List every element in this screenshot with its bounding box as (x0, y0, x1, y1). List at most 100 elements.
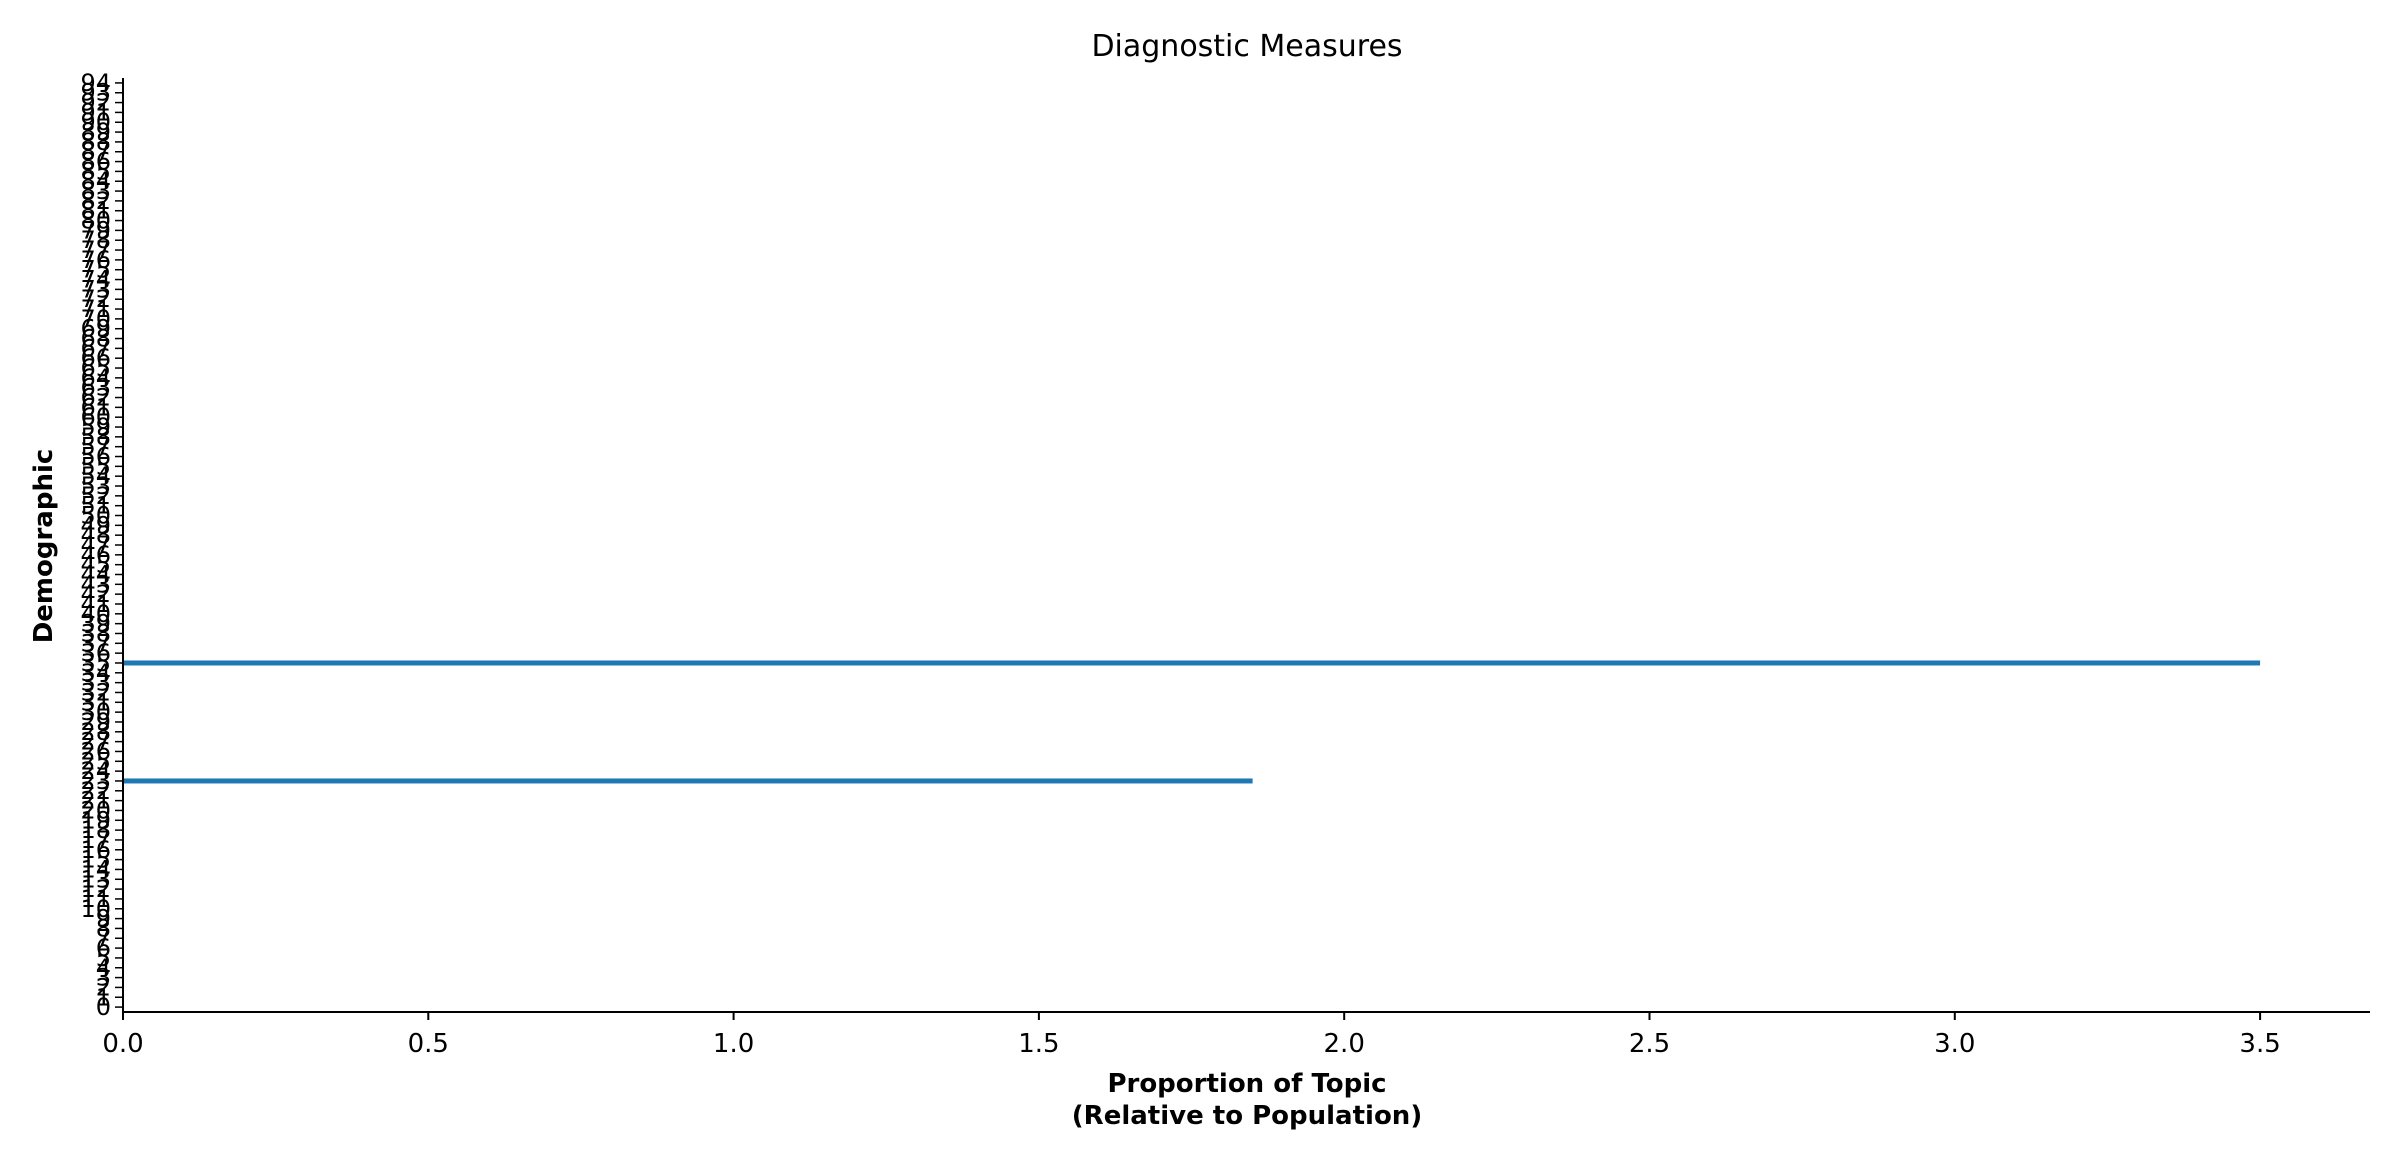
y-tick-label: 86 (80, 148, 111, 176)
y-tick-label: 60 (80, 403, 111, 431)
y-tick-label: 42 (80, 580, 111, 608)
y-tick-label: 93 (80, 79, 111, 107)
y-tick-label: 14 (80, 855, 111, 883)
bars-layer (123, 660, 2261, 784)
x-tick-label: 3.5 (2239, 1029, 2280, 1059)
y-tick-label: 18 (80, 816, 111, 844)
chart-title: Diagnostic Measures (1091, 29, 1402, 64)
y-tick-label: 79 (80, 216, 111, 244)
y-tick-label: 78 (80, 226, 111, 254)
y-tick-label: 1 (96, 983, 111, 1011)
y-tick-label: 35 (80, 649, 111, 677)
y-tick-label: 30 (80, 698, 111, 726)
y-tick-label: 16 (80, 836, 111, 864)
y-tick-label: 10 (80, 895, 111, 923)
y-tick-label: 76 (80, 246, 111, 274)
y-tick-label: 6 (96, 934, 111, 962)
y-tick-label: 55 (80, 452, 111, 480)
y-tick-label: 0 (96, 993, 111, 1021)
y-tick-label: 84 (80, 167, 111, 195)
bar-demographic-23 (123, 778, 1253, 784)
y-tick-label: 69 (80, 315, 111, 343)
y-tick-label: 5 (96, 944, 111, 972)
y-tick-label: 57 (80, 433, 111, 461)
y-tick-label: 54 (80, 462, 111, 490)
y-tick-label: 32 (80, 678, 111, 706)
y-axis-label: Demographic (29, 449, 59, 644)
y-tick-label: 38 (80, 619, 111, 647)
y-tick-label: 28 (80, 718, 111, 746)
y-tick-label: 9 (96, 905, 111, 933)
y-tick-label: 2 (96, 973, 111, 1001)
y-tick-label: 44 (80, 560, 111, 588)
y-tick-label: 61 (80, 393, 111, 421)
y-tick-label: 3 (96, 964, 111, 992)
y-tick-label: 85 (80, 157, 111, 185)
y-tick-label: 49 (80, 511, 111, 539)
y-tick-label: 41 (80, 590, 111, 618)
x-tick-label: 2.5 (1629, 1029, 1670, 1059)
y-tick-label: 64 (80, 364, 111, 392)
y-tick-label: 67 (80, 334, 111, 362)
y-tick-label: 91 (80, 98, 111, 126)
y-tick-label: 20 (80, 796, 111, 824)
y-tick-label: 88 (80, 128, 111, 156)
y-tick-label: 31 (80, 688, 111, 716)
y-tick-label: 53 (80, 472, 111, 500)
y-tick-label: 8 (96, 914, 111, 942)
y-tick-label: 63 (80, 374, 111, 402)
y-tick-label: 12 (80, 875, 111, 903)
y-tick-label: 58 (80, 423, 111, 451)
y-tick-label: 21 (80, 787, 111, 815)
y-tick-label: 77 (80, 236, 111, 264)
x-axis-label-line1: Proportion of Topic (1107, 1069, 1386, 1099)
y-tick-label: 81 (80, 197, 111, 225)
y-tick-label: 80 (80, 207, 111, 235)
y-tick-label: 89 (80, 118, 111, 146)
y-tick-label: 82 (80, 187, 111, 215)
y-tick-label: 15 (80, 846, 111, 874)
y-tick-label: 37 (80, 629, 111, 657)
y-tick-label: 4 (96, 954, 111, 982)
x-tick-label: 3.0 (1934, 1029, 1975, 1059)
x-tick-label: 1.5 (1018, 1029, 1059, 1059)
y-tick-label: 56 (80, 443, 111, 471)
bar-demographic-35 (123, 660, 2261, 666)
y-tick-label: 29 (80, 708, 111, 736)
y-tick-label: 59 (80, 413, 111, 441)
y-tick-label: 22 (80, 777, 111, 805)
x-tick-label: 0.0 (102, 1029, 143, 1059)
y-tick-label: 72 (80, 285, 111, 313)
y-tick-label: 27 (80, 728, 111, 756)
y-tick-label: 43 (80, 570, 111, 598)
y-tick-label: 68 (80, 325, 111, 353)
y-tick-label: 50 (80, 502, 111, 530)
y-tick-label: 13 (80, 865, 111, 893)
y-tick-label: 47 (80, 531, 111, 559)
y-tick-label: 70 (80, 305, 111, 333)
x-axis-label-line2: (Relative to Population) (1072, 1101, 1422, 1131)
y-tick-label: 92 (80, 89, 111, 117)
y-tick-label: 48 (80, 521, 111, 549)
x-ticks: 0.0 0.5 1.0 1.5 2.0 2.5 3.0 3.5 (102, 1012, 2281, 1059)
y-tick-label: 36 (80, 639, 111, 667)
x-tick-label: 1.0 (713, 1029, 754, 1059)
y-tick-label: 25 (80, 747, 111, 775)
y-tick-label: 45 (80, 551, 111, 579)
y-tick-label: 34 (80, 659, 111, 687)
y-tick-label: 39 (80, 610, 111, 638)
y-tick-label: 51 (80, 492, 111, 520)
y-tick-label: 11 (80, 885, 111, 913)
y-tick-label: 24 (80, 757, 111, 785)
y-tick-label: 73 (80, 275, 111, 303)
y-tick-label: 40 (80, 600, 111, 628)
y-ticks: 0123456789101112131415161718192021222324… (80, 69, 123, 1021)
y-tick-label: 17 (80, 826, 111, 854)
y-tick-label: 26 (80, 737, 111, 765)
y-tick-label: 62 (80, 384, 111, 412)
y-tick-label: 65 (80, 354, 111, 382)
y-tick-label: 7 (96, 924, 111, 952)
y-tick-label: 46 (80, 541, 111, 569)
y-tick-label: 23 (80, 767, 111, 795)
